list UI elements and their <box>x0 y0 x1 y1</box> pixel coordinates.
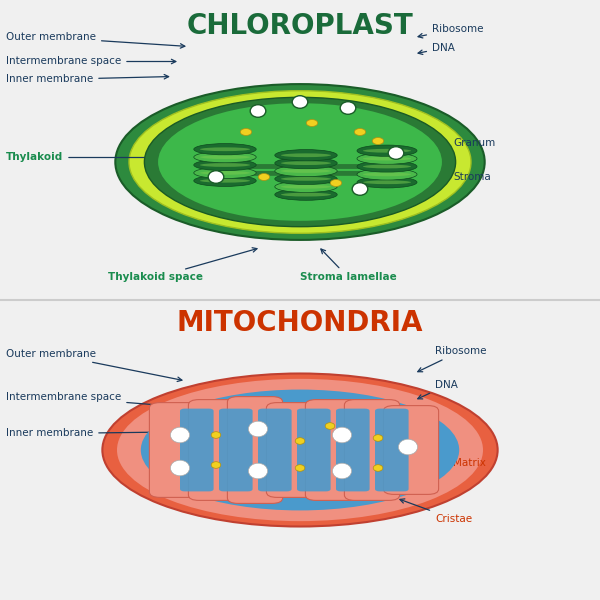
Ellipse shape <box>248 463 268 479</box>
Ellipse shape <box>357 153 417 164</box>
Ellipse shape <box>340 101 356 114</box>
Ellipse shape <box>115 84 485 240</box>
Ellipse shape <box>281 185 331 188</box>
Ellipse shape <box>275 181 337 193</box>
Ellipse shape <box>170 460 190 476</box>
Ellipse shape <box>275 173 337 185</box>
Text: Ribosome: Ribosome <box>418 23 484 38</box>
FancyBboxPatch shape <box>180 409 214 491</box>
Ellipse shape <box>170 427 190 443</box>
Ellipse shape <box>372 137 384 145</box>
Ellipse shape <box>357 176 417 188</box>
Ellipse shape <box>295 464 305 472</box>
Text: Stroma lamellae: Stroma lamellae <box>300 249 397 283</box>
Ellipse shape <box>194 160 256 170</box>
Text: CHLOROPLAST: CHLOROPLAST <box>187 12 413 40</box>
Ellipse shape <box>373 464 383 472</box>
Ellipse shape <box>398 439 418 455</box>
Ellipse shape <box>275 189 337 200</box>
Ellipse shape <box>363 149 411 152</box>
Ellipse shape <box>158 103 442 221</box>
Ellipse shape <box>352 182 368 196</box>
Ellipse shape <box>363 164 411 169</box>
Text: Intermembrane space: Intermembrane space <box>6 392 173 408</box>
FancyBboxPatch shape <box>344 400 400 500</box>
Text: Cristae: Cristae <box>400 499 472 524</box>
Text: Intermembrane space: Intermembrane space <box>6 56 176 67</box>
Text: MITOCHONDRIA: MITOCHONDRIA <box>177 309 423 337</box>
Text: Outer membrane: Outer membrane <box>6 32 185 48</box>
Ellipse shape <box>117 379 483 521</box>
Ellipse shape <box>194 143 256 155</box>
Ellipse shape <box>103 373 497 527</box>
Ellipse shape <box>363 181 411 184</box>
Ellipse shape <box>275 149 337 161</box>
Ellipse shape <box>281 161 331 165</box>
Ellipse shape <box>281 177 331 181</box>
FancyBboxPatch shape <box>297 409 331 491</box>
Ellipse shape <box>331 179 342 187</box>
Text: Matrix: Matrix <box>427 450 486 469</box>
Ellipse shape <box>292 95 308 108</box>
Ellipse shape <box>332 427 352 443</box>
Ellipse shape <box>194 151 256 163</box>
FancyBboxPatch shape <box>227 397 283 503</box>
Ellipse shape <box>281 193 331 197</box>
FancyBboxPatch shape <box>258 409 292 491</box>
Text: DNA: DNA <box>418 43 455 55</box>
Ellipse shape <box>363 157 411 161</box>
Ellipse shape <box>248 421 268 437</box>
Ellipse shape <box>295 438 305 444</box>
FancyBboxPatch shape <box>336 409 370 491</box>
Ellipse shape <box>194 167 256 179</box>
Ellipse shape <box>363 172 411 176</box>
Text: DNA: DNA <box>418 380 458 399</box>
FancyBboxPatch shape <box>149 403 205 497</box>
Ellipse shape <box>259 173 270 181</box>
Ellipse shape <box>281 169 331 173</box>
Ellipse shape <box>141 389 459 511</box>
FancyBboxPatch shape <box>219 409 253 491</box>
Ellipse shape <box>200 148 250 151</box>
Text: Outer membrane: Outer membrane <box>6 349 182 382</box>
Ellipse shape <box>332 463 352 479</box>
Ellipse shape <box>208 170 224 184</box>
Ellipse shape <box>200 163 250 167</box>
Ellipse shape <box>357 161 417 172</box>
Text: Granum: Granum <box>439 137 495 148</box>
Text: Thylakoid space: Thylakoid space <box>108 248 257 283</box>
FancyBboxPatch shape <box>375 409 409 491</box>
Ellipse shape <box>388 146 404 159</box>
Text: Thylakoid: Thylakoid <box>6 152 197 163</box>
Ellipse shape <box>211 462 221 468</box>
Ellipse shape <box>200 155 250 159</box>
Ellipse shape <box>281 154 331 157</box>
FancyBboxPatch shape <box>305 400 361 500</box>
Text: Stroma: Stroma <box>433 169 491 182</box>
Ellipse shape <box>200 179 250 182</box>
Ellipse shape <box>275 157 337 169</box>
Ellipse shape <box>357 169 417 180</box>
FancyBboxPatch shape <box>188 400 244 500</box>
Ellipse shape <box>354 128 366 136</box>
Text: Ribosome: Ribosome <box>418 346 487 372</box>
Ellipse shape <box>200 171 250 175</box>
Text: Inner membrane: Inner membrane <box>6 74 169 85</box>
Text: Inner membrane: Inner membrane <box>6 428 167 439</box>
Ellipse shape <box>250 104 266 118</box>
FancyBboxPatch shape <box>266 403 322 497</box>
Ellipse shape <box>194 175 256 187</box>
Ellipse shape <box>325 422 335 430</box>
Ellipse shape <box>145 97 455 227</box>
Ellipse shape <box>275 166 337 176</box>
Ellipse shape <box>373 434 383 442</box>
Ellipse shape <box>307 119 318 127</box>
FancyBboxPatch shape <box>383 406 439 494</box>
Ellipse shape <box>129 91 471 233</box>
Ellipse shape <box>240 128 252 136</box>
Ellipse shape <box>357 145 417 157</box>
Ellipse shape <box>211 432 221 438</box>
